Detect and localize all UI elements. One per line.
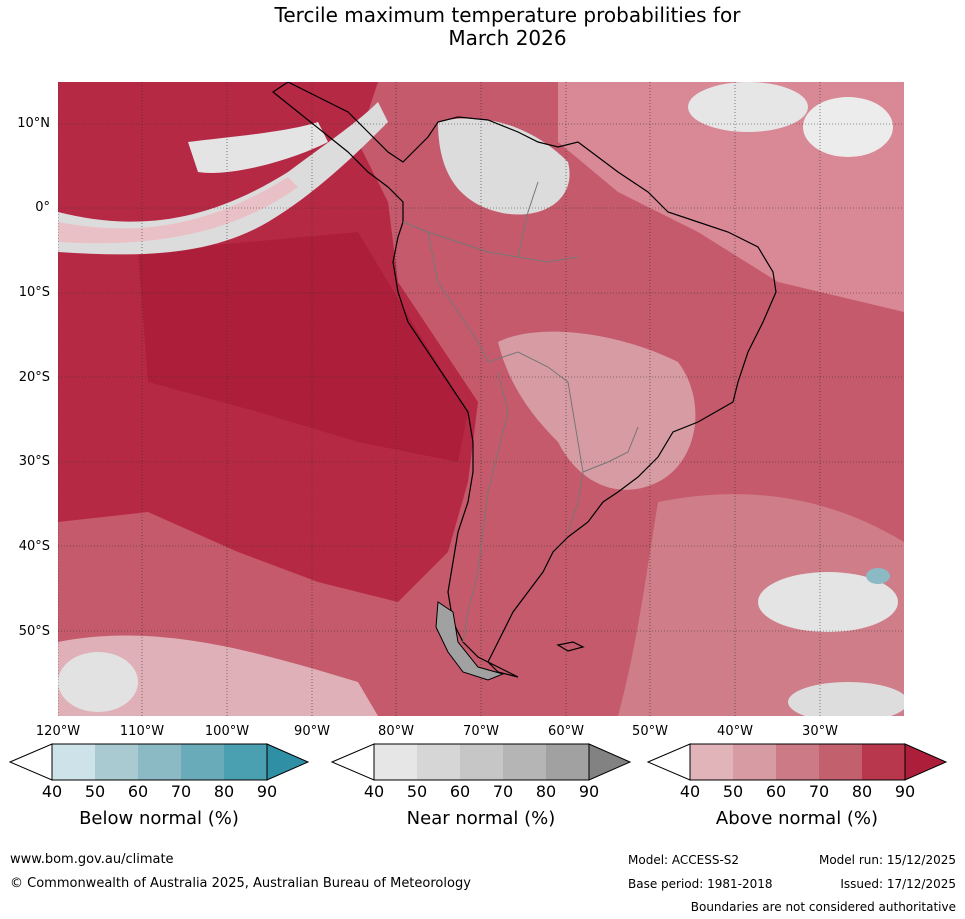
lat-label-50s: 50°S bbox=[18, 624, 50, 639]
title-line-2: March 2026 bbox=[448, 26, 567, 50]
chart-title: Tercile maximum temperature probabilitie… bbox=[0, 4, 965, 50]
cb-below-swatch-5 bbox=[224, 744, 267, 780]
cb-near-swatch-3 bbox=[460, 744, 503, 780]
boundaries-disclaimer: Boundaries are not considered authoritat… bbox=[690, 900, 956, 914]
cb-near-swatch-2 bbox=[417, 744, 460, 780]
lon-label-40w: 40°W bbox=[717, 724, 753, 739]
cb-near-swatches bbox=[374, 744, 589, 780]
cb-above-high-arrow bbox=[904, 743, 948, 781]
lon-label-80w: 80°W bbox=[378, 724, 414, 739]
bom-climate-link[interactable]: www.bom.gov.au/climate bbox=[10, 852, 174, 867]
lat-label-10s: 10°S bbox=[18, 285, 50, 300]
cb-below-tick-50: 50 bbox=[84, 782, 106, 801]
cb-below-tick-90: 90 bbox=[256, 782, 278, 801]
title-line-1: Tercile maximum temperature probabilitie… bbox=[274, 3, 741, 27]
cb-above-swatch-2 bbox=[733, 744, 776, 780]
lat-label-40s: 40°S bbox=[18, 539, 50, 554]
cb-near-swatch-4 bbox=[503, 744, 546, 780]
cb-above-tick-80: 80 bbox=[851, 782, 873, 801]
copyright-text: © Commonwealth of Australia 2025, Austra… bbox=[10, 876, 471, 891]
cb-near-tick-90: 90 bbox=[578, 782, 600, 801]
cb-above-tick-40: 40 bbox=[679, 782, 701, 801]
colorbar-below-normal bbox=[8, 743, 310, 781]
cb-above-low-arrow bbox=[646, 743, 691, 781]
cb-below-swatch-2 bbox=[95, 744, 138, 780]
lon-label-50w: 50°W bbox=[632, 724, 668, 739]
map-grey-patch-north bbox=[188, 122, 328, 173]
map-grey-patch-far-south bbox=[788, 682, 904, 716]
map-brazil-interior-region bbox=[498, 331, 696, 490]
map-coastline bbox=[271, 82, 777, 678]
base-period-label: Base period: 1981-2018 bbox=[628, 877, 773, 891]
issued-label: Issued: 17/12/2025 bbox=[840, 877, 956, 891]
lat-label-0: 0° bbox=[35, 200, 50, 215]
map-grey-patch-south-atlantic bbox=[758, 572, 898, 632]
map-weak-signal-band bbox=[58, 177, 298, 244]
cb-above-tick-50: 50 bbox=[722, 782, 744, 801]
lon-label-70w: 70°W bbox=[463, 724, 499, 739]
probability-map bbox=[58, 82, 904, 716]
map-grey-patch-south bbox=[58, 652, 138, 712]
cb-above-swatch-5 bbox=[862, 744, 905, 780]
map-country-borders bbox=[402, 181, 639, 643]
cb-above-tick-90: 90 bbox=[894, 782, 916, 801]
map-grey-patch-venezuela bbox=[438, 118, 570, 215]
cb-above-swatch-1 bbox=[690, 744, 733, 780]
cb-below-title: Below normal (%) bbox=[79, 808, 239, 829]
map-below-normal-patch bbox=[866, 568, 890, 584]
map-southern-pacific-band bbox=[58, 635, 378, 716]
cb-above-title: Above normal (%) bbox=[715, 808, 879, 829]
cb-above-swatches bbox=[690, 744, 905, 780]
map-falkland-islands bbox=[556, 641, 585, 652]
map-gridlines bbox=[58, 82, 904, 716]
cb-below-tick-40: 40 bbox=[41, 782, 63, 801]
lon-label-100w: 100°W bbox=[204, 724, 250, 739]
cb-below-tick-60: 60 bbox=[127, 782, 149, 801]
lon-label-110w: 110°W bbox=[119, 724, 165, 739]
cb-above-swatch-4 bbox=[819, 744, 862, 780]
colorbar-above-normal bbox=[646, 743, 948, 781]
cb-below-swatch-4 bbox=[181, 744, 224, 780]
cb-below-tick-70: 70 bbox=[170, 782, 192, 801]
cb-above-tick-70: 70 bbox=[808, 782, 830, 801]
cb-near-tick-70: 70 bbox=[492, 782, 514, 801]
model-label: Model: ACCESS-S2 bbox=[628, 853, 740, 867]
map-grey-patch-atlantic bbox=[688, 82, 808, 132]
cb-below-swatch-3 bbox=[138, 744, 181, 780]
cb-above-tick-60: 60 bbox=[765, 782, 787, 801]
cb-below-high-arrow bbox=[266, 743, 310, 781]
model-run-label: Model run: 15/12/2025 bbox=[818, 853, 956, 867]
cb-near-swatch-5 bbox=[546, 744, 589, 780]
map-pacific-core-region bbox=[138, 232, 468, 462]
map-tierra-del-fuego bbox=[435, 601, 505, 681]
cb-near-title: Near normal (%) bbox=[406, 808, 556, 829]
lon-label-120w: 120°W bbox=[35, 724, 81, 739]
cb-near-tick-40: 40 bbox=[363, 782, 385, 801]
cb-near-tick-80: 80 bbox=[535, 782, 557, 801]
lon-label-30w: 30°W bbox=[802, 724, 838, 739]
cb-below-tick-80: 80 bbox=[213, 782, 235, 801]
cb-near-tick-60: 60 bbox=[449, 782, 471, 801]
lon-label-90w: 90°W bbox=[294, 724, 330, 739]
cb-below-swatches bbox=[52, 744, 267, 780]
cb-near-high-arrow bbox=[588, 743, 632, 781]
map-canvas bbox=[58, 82, 904, 716]
cb-above-swatch-3 bbox=[776, 744, 819, 780]
cb-near-swatch-1 bbox=[374, 744, 417, 780]
cb-below-swatch-1 bbox=[52, 744, 95, 780]
cb-near-low-arrow bbox=[330, 743, 375, 781]
cb-below-low-arrow bbox=[8, 743, 53, 781]
map-grey-patch-atlantic-2 bbox=[803, 97, 893, 157]
cb-near-tick-50: 50 bbox=[406, 782, 428, 801]
lat-label-20s: 20°S bbox=[18, 370, 50, 385]
colorbar-near-normal bbox=[330, 743, 632, 781]
lon-label-60w: 60°W bbox=[548, 724, 584, 739]
lat-label-30s: 30°S bbox=[18, 454, 50, 469]
lat-label-10n: 10°N bbox=[17, 116, 50, 131]
